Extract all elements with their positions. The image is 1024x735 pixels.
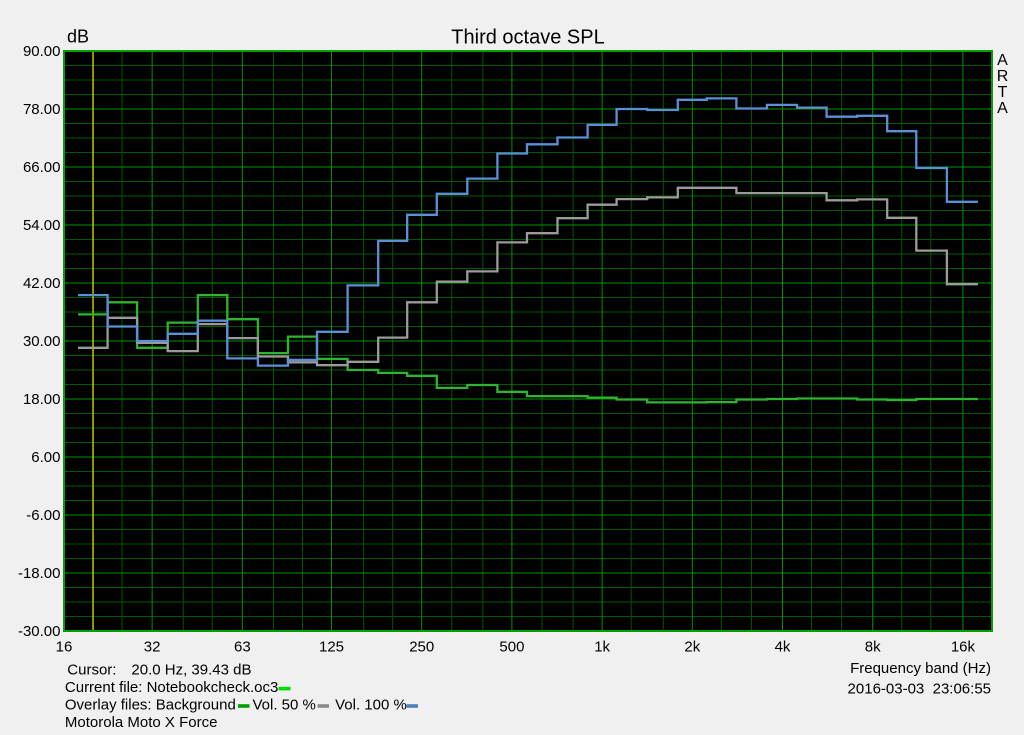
svg-text:-18.00: -18.00 [18,565,61,582]
svg-text:dB: dB [67,27,89,47]
svg-text:4k: 4k [775,639,791,656]
svg-text:Frequency band (Hz): Frequency band (Hz) [850,660,991,677]
svg-text:30.00: 30.00 [23,333,61,350]
svg-text:8k: 8k [865,639,881,656]
svg-text:1k: 1k [594,639,610,656]
svg-text:78.00: 78.00 [23,101,61,118]
svg-text:18.00: 18.00 [23,391,61,408]
svg-text:66.00: 66.00 [23,159,61,176]
svg-text:-30.00: -30.00 [18,623,61,640]
svg-text:6.00: 6.00 [31,449,60,466]
svg-text:Cursor:: Cursor: [67,662,116,679]
svg-text:2016-03-03 23:06:55: 2016-03-03 23:06:55 [848,681,991,698]
svg-text:16: 16 [56,639,73,656]
svg-text:500: 500 [499,639,524,656]
svg-text:20.0 Hz, 39.43 dB: 20.0 Hz, 39.43 dB [131,662,251,679]
svg-text:Vol. 100 %: Vol. 100 % [335,697,407,714]
svg-text:32: 32 [144,639,161,656]
svg-text:16k: 16k [951,639,976,656]
svg-text:Vol. 50 %: Vol. 50 % [253,697,316,714]
svg-text:R: R [997,68,1009,85]
svg-text:Overlay files: Background: Overlay files: Background [65,697,236,714]
svg-text:A: A [997,100,1008,117]
svg-text:Motorola Moto X Force: Motorola Moto X Force [65,714,218,731]
svg-text:90.00: 90.00 [23,43,61,60]
svg-text:A: A [997,52,1008,69]
svg-text:2k: 2k [684,639,700,656]
svg-text:-6.00: -6.00 [26,507,60,524]
svg-text:T: T [998,84,1008,101]
svg-text:250: 250 [409,639,434,656]
svg-text:Third octave SPL: Third octave SPL [451,27,604,49]
svg-text:125: 125 [319,639,344,656]
svg-text:Current file: Notebookcheck.oc: Current file: Notebookcheck.oc3 [65,679,278,696]
svg-text:54.00: 54.00 [23,217,61,234]
svg-text:63: 63 [234,639,251,656]
svg-text:42.00: 42.00 [23,275,61,292]
